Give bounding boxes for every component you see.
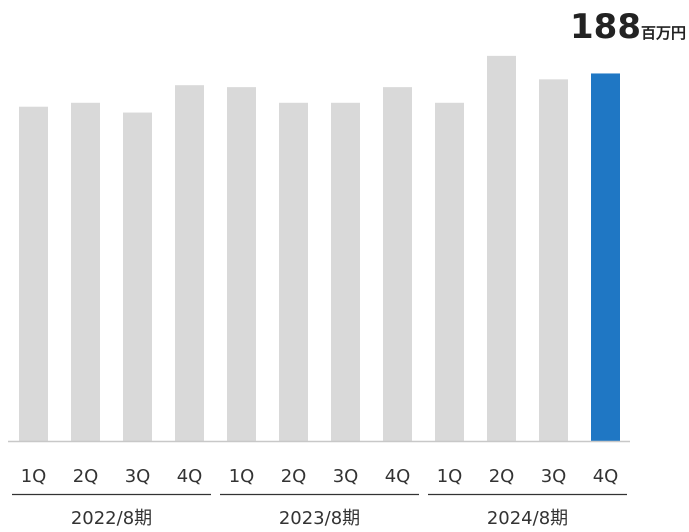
bar-6 xyxy=(279,102,308,441)
highlight-value-label: 188百万円 xyxy=(570,7,686,47)
bar-7 xyxy=(331,102,360,441)
x-tick-label: 1Q xyxy=(229,466,255,487)
x-tick-label: 3Q xyxy=(541,466,567,487)
fiscal-period-label: 2023/8期 xyxy=(279,508,360,529)
fiscal-period-label: 2022/8期 xyxy=(71,508,152,529)
bar-8 xyxy=(383,87,412,442)
highlight-value: 188 xyxy=(570,7,641,47)
bar-1 xyxy=(19,106,48,441)
x-tick-label: 3Q xyxy=(125,466,151,487)
x-tick-label: 1Q xyxy=(437,466,463,487)
group-labels-layer: 2022/8期 2023/8期 2024/8期 xyxy=(12,493,627,529)
bar-5 xyxy=(227,87,256,442)
tick-labels-layer: 1Q 2Q 3Q 4Q 1Q 2Q 3Q 4Q 1Q 2Q 3Q 4Q xyxy=(21,466,619,487)
bar-10 xyxy=(487,55,516,442)
bar-3 xyxy=(123,112,152,441)
bar-2 xyxy=(71,102,100,441)
x-tick-label: 4Q xyxy=(385,466,411,487)
x-tick-label: 1Q xyxy=(21,466,47,487)
bar-12 xyxy=(591,73,620,442)
highlight-unit: 百万円 xyxy=(641,24,686,42)
fiscal-period-label: 2024/8期 xyxy=(487,508,568,529)
bar-9 xyxy=(435,102,464,441)
bar-4 xyxy=(175,85,204,441)
x-tick-label: 2Q xyxy=(489,466,515,487)
x-tick-label: 2Q xyxy=(73,466,99,487)
x-tick-label: 4Q xyxy=(593,466,619,487)
bars-layer xyxy=(19,55,620,442)
x-tick-label: 4Q xyxy=(177,466,203,487)
bar-11 xyxy=(539,79,568,441)
x-tick-label: 3Q xyxy=(333,466,359,487)
x-tick-label: 2Q xyxy=(281,466,307,487)
